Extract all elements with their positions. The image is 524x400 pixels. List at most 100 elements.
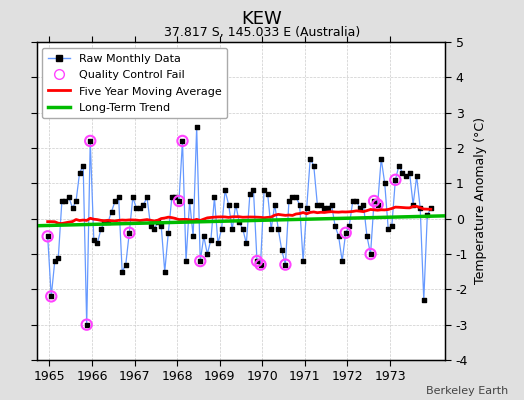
Text: Berkeley Earth: Berkeley Earth xyxy=(426,386,508,396)
Point xyxy=(374,201,382,208)
Point xyxy=(342,230,350,236)
Point xyxy=(224,201,233,208)
Point xyxy=(61,198,70,204)
Point xyxy=(185,198,194,204)
Point xyxy=(395,162,403,169)
Point xyxy=(146,222,155,229)
Point xyxy=(228,226,236,232)
Point xyxy=(182,258,190,264)
Point xyxy=(391,177,400,183)
Point xyxy=(178,138,187,144)
Point xyxy=(256,262,265,268)
Point xyxy=(122,262,130,268)
Point xyxy=(136,205,144,211)
Point xyxy=(125,230,134,236)
Point xyxy=(420,297,428,303)
Point xyxy=(324,205,332,211)
Point xyxy=(398,170,407,176)
Point xyxy=(370,198,378,204)
Point xyxy=(238,226,247,232)
Point xyxy=(363,233,371,240)
Point xyxy=(296,201,304,208)
Point xyxy=(370,198,378,204)
Point xyxy=(93,240,102,246)
Point xyxy=(82,322,91,328)
Point xyxy=(281,262,290,268)
Point xyxy=(132,205,140,211)
Point xyxy=(154,219,162,226)
Point xyxy=(104,219,112,226)
Point xyxy=(334,233,343,240)
Point xyxy=(51,258,59,264)
Point xyxy=(374,201,382,208)
Point xyxy=(75,170,84,176)
Point xyxy=(47,293,56,300)
Point xyxy=(114,194,123,201)
Point xyxy=(150,226,158,232)
Point xyxy=(274,226,282,232)
Point xyxy=(47,293,56,300)
Point xyxy=(175,198,183,204)
Point xyxy=(203,251,212,257)
Point xyxy=(288,194,297,201)
Point xyxy=(242,240,250,246)
Point xyxy=(406,170,414,176)
Point xyxy=(128,194,137,201)
Point xyxy=(54,254,62,261)
Point xyxy=(160,268,169,275)
Point xyxy=(111,198,119,204)
Point xyxy=(285,198,293,204)
Point xyxy=(270,201,279,208)
Point xyxy=(299,258,307,264)
Point xyxy=(345,222,354,229)
Point xyxy=(313,201,322,208)
Y-axis label: Temperature Anomaly (°C): Temperature Anomaly (°C) xyxy=(474,118,487,284)
Point xyxy=(292,194,300,201)
Point xyxy=(246,191,254,197)
Point xyxy=(175,198,183,204)
Point xyxy=(90,237,98,243)
Point xyxy=(79,162,88,169)
Point xyxy=(118,268,126,275)
Point xyxy=(157,222,166,229)
Point xyxy=(359,201,368,208)
Point xyxy=(214,240,222,246)
Point xyxy=(352,198,361,204)
Point xyxy=(86,138,94,144)
Point xyxy=(192,124,201,130)
Point xyxy=(427,205,435,211)
Point xyxy=(253,258,261,264)
Point xyxy=(65,194,73,201)
Point xyxy=(377,156,385,162)
Point xyxy=(178,138,187,144)
Point xyxy=(164,230,172,236)
Point xyxy=(328,201,336,208)
Point xyxy=(338,258,346,264)
Point xyxy=(86,138,94,144)
Point xyxy=(200,233,208,240)
Point xyxy=(97,226,105,232)
Point xyxy=(43,233,52,240)
Point xyxy=(260,187,268,194)
Legend: Raw Monthly Data, Quality Control Fail, Five Year Moving Average, Long-Term Tren: Raw Monthly Data, Quality Control Fail, … xyxy=(42,48,227,118)
Point xyxy=(310,162,318,169)
Point xyxy=(143,194,151,201)
Point xyxy=(409,201,417,208)
Point xyxy=(342,230,350,236)
Point xyxy=(171,194,180,201)
Point xyxy=(412,173,421,180)
Point xyxy=(196,258,204,264)
Point xyxy=(416,205,424,211)
Point xyxy=(384,226,392,232)
Point xyxy=(267,226,276,232)
Point xyxy=(331,222,339,229)
Point xyxy=(348,198,357,204)
Point xyxy=(43,233,52,240)
Point xyxy=(402,173,410,180)
Point xyxy=(139,201,148,208)
Point xyxy=(72,198,80,204)
Point xyxy=(302,205,311,211)
Point xyxy=(380,180,389,186)
Point xyxy=(235,219,244,226)
Point xyxy=(249,187,258,194)
